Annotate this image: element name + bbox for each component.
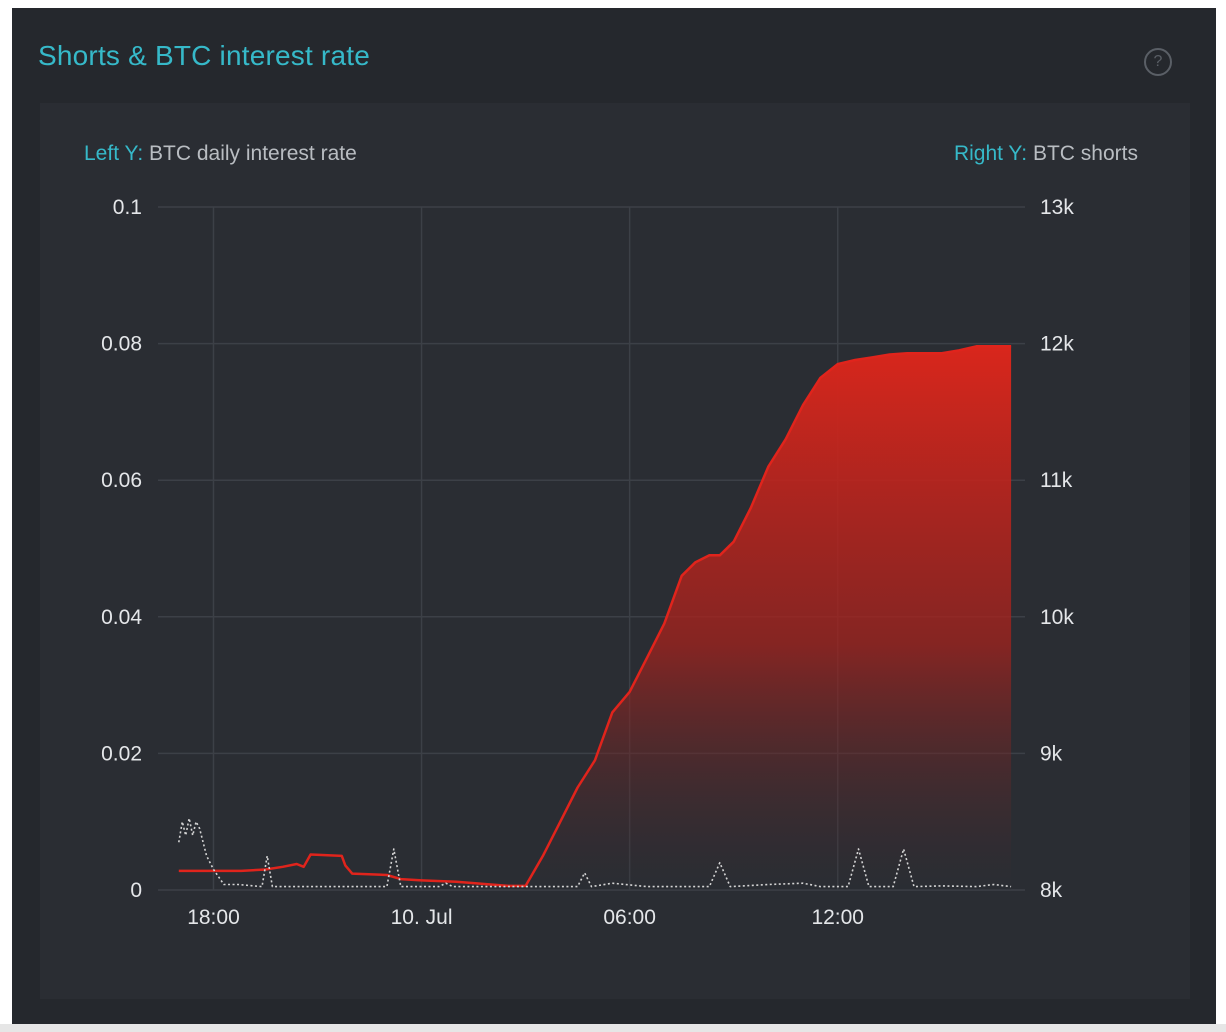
x-tick-label: 10. Jul	[391, 906, 453, 929]
left-y-tick-label: 0.04	[101, 606, 142, 629]
interest-rate-line	[178, 817, 1012, 888]
right-y-tick-label: 9k	[1040, 742, 1063, 765]
x-tick-label: 12:00	[811, 906, 864, 929]
left-axis-key: Left Y:	[84, 142, 144, 165]
left-y-tick-label: 0.02	[101, 742, 142, 765]
help-icon[interactable]: ?	[1144, 48, 1172, 76]
tick-labels: 0 0.02 0.04 0.06 0.08 0.1 8k 9k 10k 11k 12k 13k 18:0…	[101, 196, 1074, 929]
right-axis-label: BTC shorts	[1032, 142, 1138, 165]
series-layer	[178, 345, 1012, 890]
right-axis-key: Right Y:	[953, 142, 1028, 165]
left-y-tick-label: 0.06	[101, 469, 142, 492]
left-axis-title: Left Y: BTC daily interest rate	[84, 142, 357, 166]
shorts-line	[178, 345, 1012, 888]
x-tick-label: 18:00	[187, 906, 240, 929]
left-y-tick-label: 0	[130, 879, 142, 902]
left-y-tick-label: 0.08	[101, 333, 142, 356]
right-y-tick-label: 10k	[1040, 606, 1074, 629]
window-bottom-edge	[0, 1024, 1226, 1032]
shorts-area	[525, 346, 1012, 890]
right-y-tick-label: 12k	[1040, 333, 1074, 356]
x-tick-label: 06:00	[603, 906, 656, 929]
left-y-tick-label: 0.1	[113, 196, 142, 219]
right-y-tick-label: 8k	[1040, 879, 1063, 902]
left-axis-label: BTC daily interest rate	[149, 142, 357, 165]
right-y-tick-label: 13k	[1040, 196, 1074, 219]
right-y-tick-label: 11k	[1040, 469, 1073, 492]
panel-title: Shorts & BTC interest rate	[38, 40, 370, 71]
right-axis-title: Right Y: BTC shorts	[954, 142, 1138, 166]
